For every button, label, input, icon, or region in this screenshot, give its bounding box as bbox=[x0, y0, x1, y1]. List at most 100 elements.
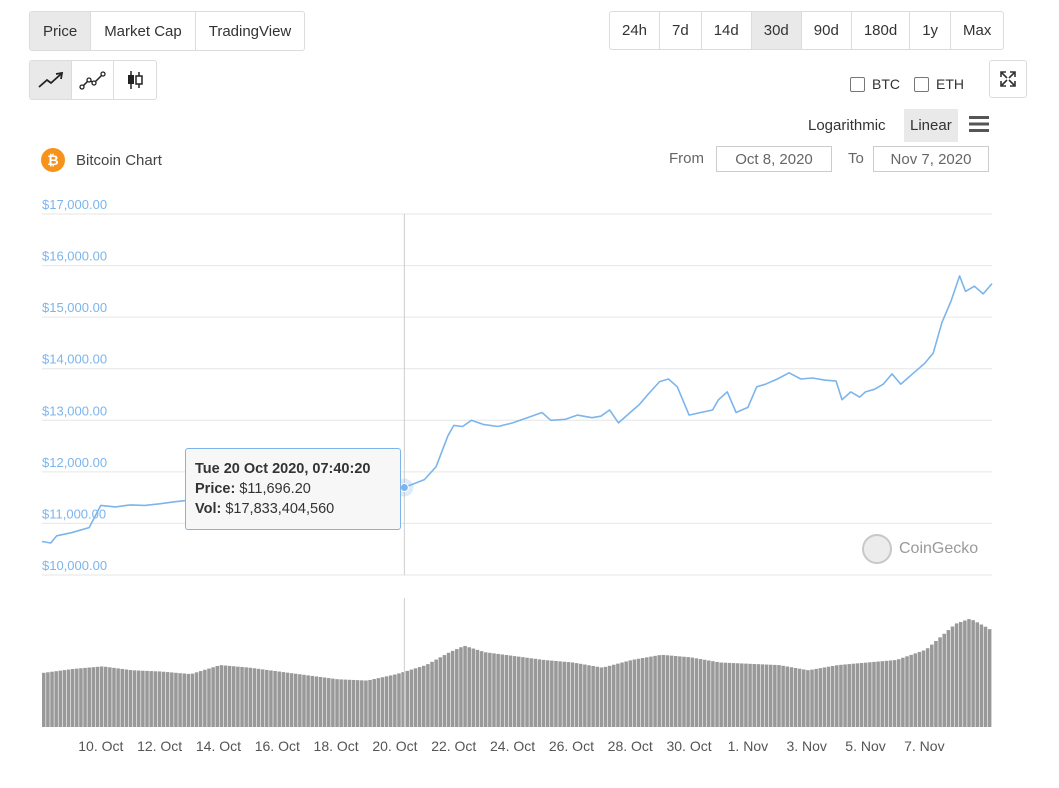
volume-bar bbox=[339, 679, 343, 727]
volume-bar bbox=[554, 660, 558, 727]
volume-bar bbox=[785, 666, 790, 727]
volume-bar bbox=[269, 670, 273, 727]
logarithmic-button[interactable]: Logarithmic bbox=[808, 117, 886, 134]
y-tick-label: $11,000.00 bbox=[42, 506, 106, 521]
volume-bar bbox=[91, 667, 96, 727]
volume-bar bbox=[145, 670, 149, 727]
volume-bar bbox=[578, 663, 583, 727]
volume-bar bbox=[702, 659, 707, 727]
volume-bar bbox=[789, 667, 794, 727]
y-tick-label: $12,000.00 bbox=[42, 455, 107, 470]
volume-bar bbox=[306, 675, 310, 727]
time-range-tabs: 24h 7d 14d 30d 90d 180d 1y Max bbox=[609, 11, 1005, 50]
range-1y[interactable]: 1y bbox=[910, 12, 952, 49]
volume-bar bbox=[50, 671, 54, 727]
volume-bar bbox=[417, 667, 422, 727]
tooltip-vol-label: Vol: bbox=[195, 501, 222, 517]
volume-bar bbox=[599, 667, 604, 727]
volume-bar bbox=[719, 662, 723, 727]
volume-bar bbox=[863, 662, 868, 727]
tooltip-vol-value: $17,833,404,560 bbox=[225, 501, 335, 517]
volume-bar bbox=[748, 663, 752, 727]
volume-bar bbox=[368, 679, 372, 727]
range-24h[interactable]: 24h bbox=[610, 12, 661, 49]
hover-point bbox=[399, 483, 409, 493]
volume-bar bbox=[570, 662, 575, 727]
volume-bar bbox=[103, 666, 108, 727]
volume-bar bbox=[459, 647, 463, 727]
range-30d[interactable]: 30d bbox=[751, 12, 802, 49]
volume-bar bbox=[756, 664, 761, 727]
volume-bar bbox=[463, 645, 467, 727]
volume-bar bbox=[802, 669, 806, 727]
volume-bar bbox=[938, 637, 942, 727]
volume-bar bbox=[351, 679, 356, 727]
coingecko-watermark: CoinGecko bbox=[862, 534, 978, 564]
volume-bar bbox=[157, 671, 162, 727]
x-tick-label: 20. Oct bbox=[372, 738, 417, 754]
volume-bar bbox=[137, 670, 141, 727]
tooltip-price-value: $11,696.20 bbox=[239, 481, 311, 497]
point-line-chart-button[interactable] bbox=[72, 61, 114, 99]
from-date-input[interactable]: Oct 8, 2020 bbox=[716, 146, 832, 172]
linear-button[interactable]: Linear bbox=[904, 109, 958, 142]
range-90d[interactable]: 90d bbox=[802, 12, 852, 49]
btc-label: BTC bbox=[872, 76, 900, 92]
volume-bar bbox=[190, 673, 195, 727]
x-tick-label: 24. Oct bbox=[490, 738, 535, 754]
btc-checkbox[interactable] bbox=[850, 76, 865, 92]
volume-bar bbox=[872, 661, 876, 727]
volume-bar bbox=[244, 667, 248, 727]
range-7d[interactable]: 7d bbox=[660, 12, 702, 49]
x-tick-label: 12. Oct bbox=[137, 738, 182, 754]
volume-bar bbox=[393, 674, 397, 727]
volume-bar bbox=[686, 657, 690, 727]
range-180d[interactable]: 180d bbox=[852, 12, 911, 49]
volume-bar bbox=[174, 672, 178, 727]
volume-bar bbox=[372, 679, 376, 727]
candlestick-button[interactable] bbox=[114, 61, 156, 99]
volume-bar bbox=[496, 653, 500, 727]
line-chart-button[interactable] bbox=[30, 61, 72, 99]
volume-bar bbox=[87, 667, 91, 727]
tab-price[interactable]: Price bbox=[30, 12, 92, 50]
volume-bar bbox=[645, 657, 649, 727]
fullscreen-button[interactable] bbox=[989, 60, 1027, 98]
volume-bar bbox=[529, 658, 533, 727]
volume-bar bbox=[855, 663, 860, 727]
volume-bar bbox=[562, 661, 566, 727]
volume-bar bbox=[335, 679, 339, 727]
volume-bar bbox=[636, 658, 641, 727]
compare-eth[interactable]: ETH bbox=[914, 76, 964, 92]
range-14d[interactable]: 14d bbox=[702, 12, 752, 49]
volume-bar bbox=[550, 660, 554, 727]
volume-bar bbox=[380, 677, 385, 727]
volume-bar bbox=[595, 666, 600, 727]
eth-checkbox[interactable] bbox=[914, 76, 929, 92]
volume-bar bbox=[347, 679, 352, 727]
y-tick-label: $17,000.00 bbox=[42, 197, 107, 212]
volume-bar bbox=[657, 655, 661, 727]
to-date-input[interactable]: Nov 7, 2020 bbox=[873, 146, 989, 172]
volume-bar bbox=[223, 665, 228, 727]
bitcoin-icon: ₿ bbox=[41, 148, 65, 172]
volume-bar bbox=[905, 656, 909, 727]
tab-market-cap[interactable]: Market Cap bbox=[91, 12, 196, 50]
menu-icon[interactable] bbox=[968, 113, 990, 135]
volume-bar bbox=[826, 666, 831, 727]
chart-title: ₿ Bitcoin Chart bbox=[41, 148, 162, 172]
volume-bar bbox=[165, 672, 170, 727]
volume-bar bbox=[58, 670, 63, 727]
compare-btc[interactable]: BTC bbox=[850, 76, 900, 92]
volume-bar bbox=[442, 655, 447, 727]
range-max[interactable]: Max bbox=[963, 22, 992, 39]
volume-bar bbox=[207, 668, 211, 727]
x-tick-label: 16. Oct bbox=[255, 738, 300, 754]
volume-bar bbox=[161, 671, 166, 727]
volume-bar bbox=[665, 655, 670, 727]
tab-tradingview[interactable]: TradingView bbox=[208, 22, 292, 40]
x-tick-label: 14. Oct bbox=[196, 738, 241, 754]
volume-bar bbox=[888, 660, 893, 727]
volume-bar bbox=[818, 668, 823, 727]
